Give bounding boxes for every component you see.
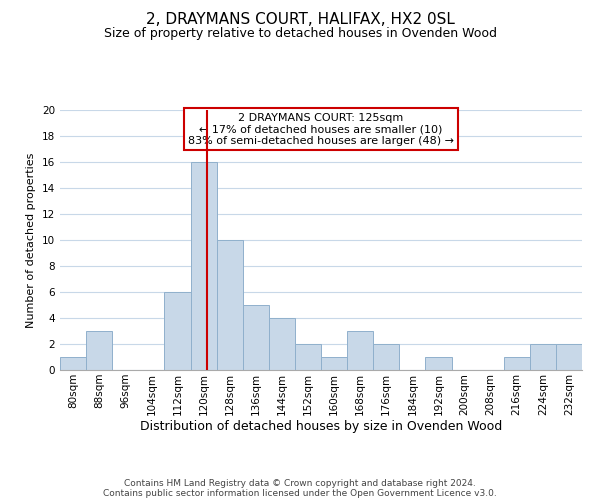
Y-axis label: Number of detached properties: Number of detached properties: [26, 152, 37, 328]
Bar: [269, 318, 295, 370]
Bar: [425, 357, 452, 370]
Bar: [373, 344, 400, 370]
Bar: [504, 357, 530, 370]
Text: 2 DRAYMANS COURT: 125sqm
← 17% of detached houses are smaller (10)
83% of semi-d: 2 DRAYMANS COURT: 125sqm ← 17% of detach…: [188, 112, 454, 146]
Bar: [164, 292, 191, 370]
Bar: [243, 305, 269, 370]
Bar: [295, 344, 321, 370]
Bar: [530, 344, 556, 370]
Text: 2, DRAYMANS COURT, HALIFAX, HX2 0SL: 2, DRAYMANS COURT, HALIFAX, HX2 0SL: [146, 12, 454, 28]
Bar: [191, 162, 217, 370]
Bar: [217, 240, 243, 370]
Bar: [86, 331, 112, 370]
Text: Size of property relative to detached houses in Ovenden Wood: Size of property relative to detached ho…: [104, 28, 497, 40]
Bar: [321, 357, 347, 370]
X-axis label: Distribution of detached houses by size in Ovenden Wood: Distribution of detached houses by size …: [140, 420, 502, 434]
Bar: [60, 357, 86, 370]
Bar: [556, 344, 582, 370]
Bar: [347, 331, 373, 370]
Text: Contains HM Land Registry data © Crown copyright and database right 2024.: Contains HM Land Registry data © Crown c…: [124, 478, 476, 488]
Text: Contains public sector information licensed under the Open Government Licence v3: Contains public sector information licen…: [103, 488, 497, 498]
